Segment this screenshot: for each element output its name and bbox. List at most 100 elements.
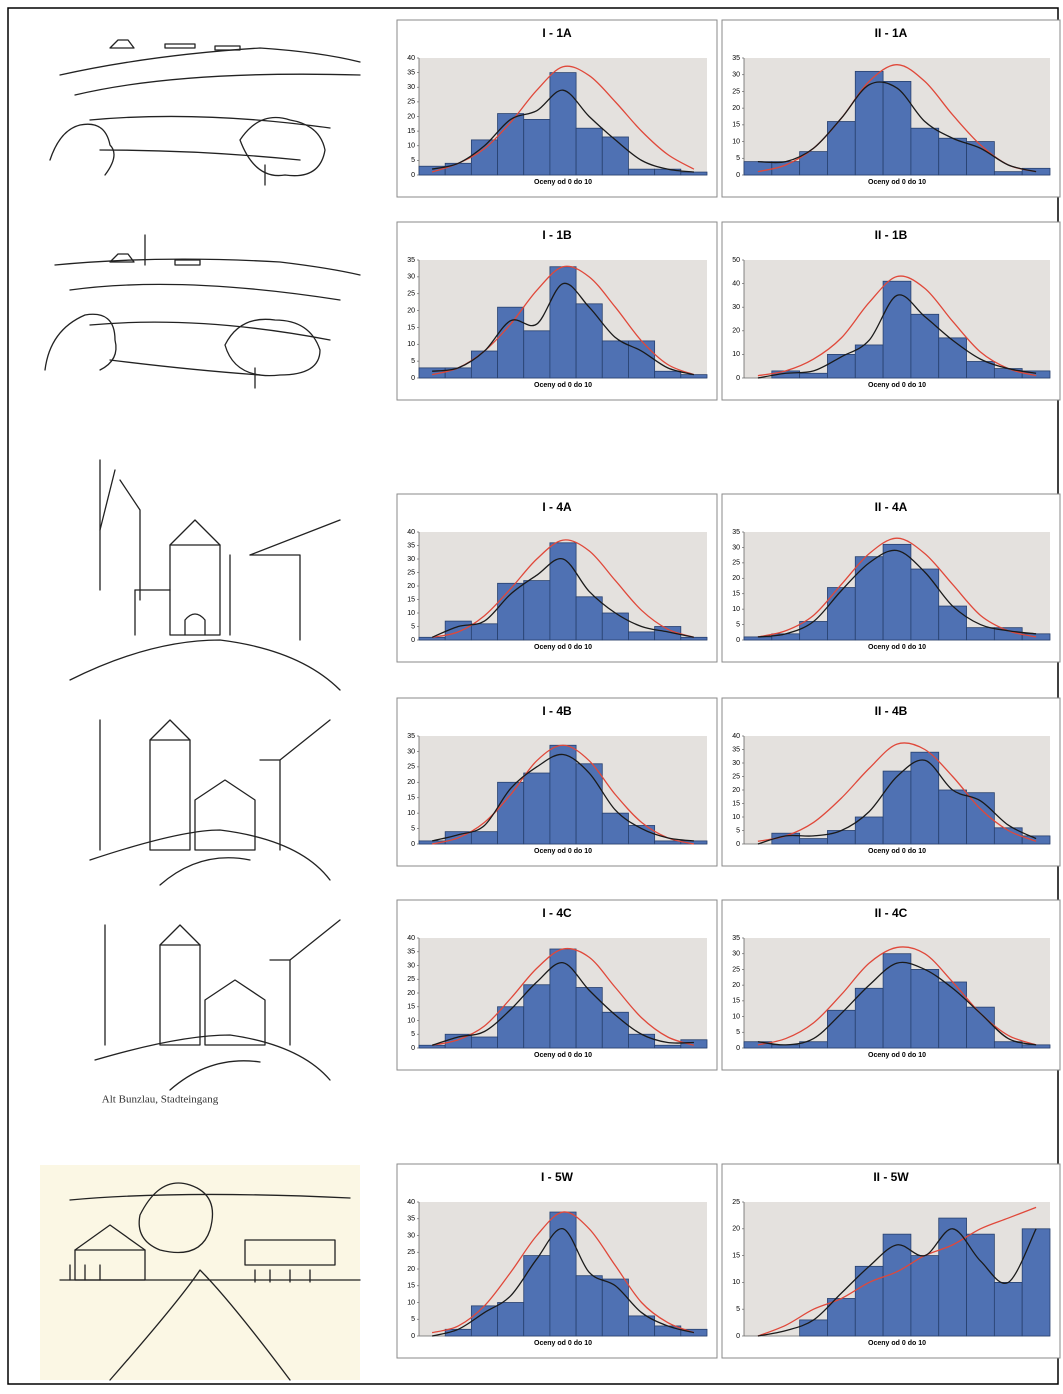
y-tick-label: 15 — [732, 122, 740, 129]
bar — [523, 1255, 551, 1337]
y-tick-label: 35 — [407, 257, 415, 264]
chart: II - 4A 0 5 10 15 20 25 30 35 Oceny od 0 do 10 — [721, 493, 1061, 663]
chart: I - 5W 0 5 10 15 20 25 30 35 40 Oceny od 0 do 10 — [396, 1163, 718, 1359]
x-axis-label: Oceny od 0 do 10 — [534, 179, 592, 186]
y-tick-label: 20 — [732, 328, 740, 335]
chart: I - 1B 0 5 10 15 20 25 30 35 Oceny od 0 do 10 — [396, 221, 718, 401]
bar — [523, 772, 551, 845]
bar — [601, 340, 629, 379]
chart-title: I - 1A — [542, 26, 572, 40]
bar — [575, 1275, 603, 1337]
chart-title: I - 5W — [541, 1170, 574, 1184]
chart: II - 1A 0 5 10 15 20 25 30 35 Oceny od 0 do 10 — [721, 19, 1061, 198]
curve — [757, 742, 1037, 842]
curve — [757, 275, 1037, 377]
y-tick-label: 10 — [407, 610, 415, 617]
y-tick-label: 5 — [736, 1029, 740, 1036]
y-tick-label: 30 — [407, 1232, 415, 1239]
bar — [938, 605, 967, 641]
y-tick-label: 0 — [411, 375, 415, 382]
bar — [882, 543, 912, 641]
y-tick-label: 15 — [407, 1283, 415, 1290]
bar — [680, 636, 708, 641]
y-tick-label: 20 — [407, 779, 415, 786]
y-tick-label: 35 — [732, 746, 740, 753]
y-tick-label: 25 — [407, 976, 415, 983]
bar — [799, 621, 828, 641]
y-tick-label: 15 — [407, 324, 415, 331]
bar — [827, 830, 856, 845]
y-tick-label: 20 — [732, 575, 740, 582]
y-tick-label: 15 — [732, 800, 740, 807]
sketch — [89, 719, 331, 886]
y-tick-label: 15 — [407, 1004, 415, 1011]
curve — [757, 81, 1037, 173]
bar — [910, 1255, 940, 1337]
curve — [431, 558, 695, 638]
y-tick-label: 20 — [407, 307, 415, 314]
bar — [601, 612, 629, 641]
x-axis-label: Oceny od 0 do 10 — [868, 848, 926, 855]
x-axis-label: Oceny od 0 do 10 — [534, 848, 592, 855]
bar — [628, 631, 656, 641]
bar — [882, 280, 912, 379]
y-tick-label: 10 — [732, 1013, 740, 1020]
bar — [654, 370, 682, 379]
y-tick-label: 40 — [732, 280, 740, 287]
chart: I - 4A 0 5 10 15 20 25 30 35 40 Oceny od 0 do 10 — [396, 493, 718, 663]
bar — [938, 789, 967, 845]
y-tick-label: 20 — [407, 583, 415, 590]
bar — [601, 136, 629, 176]
curve — [431, 65, 695, 173]
y-tick-label: 20 — [732, 1226, 740, 1233]
sketch — [44, 234, 361, 389]
bar — [882, 81, 912, 176]
y-tick-label: 35 — [407, 1216, 415, 1223]
y-tick-label: 30 — [732, 544, 740, 551]
bar — [938, 137, 967, 176]
bar — [743, 161, 773, 176]
y-tick-label: 20 — [732, 982, 740, 989]
y-tick-label: 5 — [736, 155, 740, 162]
sketch-lines — [59, 1182, 361, 1381]
y-tick-label: 35 — [407, 69, 415, 76]
y-tick-label: 40 — [732, 733, 740, 740]
bar — [575, 596, 603, 641]
bar — [854, 556, 884, 641]
y-tick-label: 25 — [407, 99, 415, 106]
y-tick-label: 35 — [407, 542, 415, 549]
bar — [497, 582, 525, 641]
y-tick-label: 20 — [732, 787, 740, 794]
bar — [497, 306, 525, 379]
x-axis-label: Oceny od 0 do 10 — [534, 382, 592, 389]
y-tick-label: 10 — [407, 341, 415, 348]
caption: Alt Bunzlau, Stadteingang — [102, 1094, 219, 1106]
bar — [680, 171, 708, 176]
y-tick-label: 0 — [411, 1045, 415, 1052]
y-tick-label: 10 — [407, 810, 415, 817]
y-tick-label: 30 — [407, 748, 415, 755]
curve — [431, 89, 694, 173]
bar — [827, 121, 856, 176]
y-tick-label: 0 — [411, 841, 415, 848]
y-tick-label: 5 — [736, 621, 740, 628]
chart: II - 4C 0 5 10 15 20 25 30 35 Oceny od 0 do 10 — [721, 899, 1061, 1071]
bar — [799, 838, 828, 845]
bar — [549, 744, 577, 845]
bar — [470, 1305, 498, 1337]
y-tick-label: 35 — [732, 529, 740, 536]
y-tick-label: 20 — [407, 990, 415, 997]
y-tick-label: 30 — [732, 760, 740, 767]
chart-title: II - 4B — [875, 704, 908, 718]
bar — [470, 1036, 498, 1049]
chart-title: II - 4C — [875, 906, 908, 920]
bar — [523, 330, 551, 379]
y-tick-label: 30 — [407, 84, 415, 91]
bar — [418, 636, 446, 641]
bar — [993, 171, 1023, 176]
y-tick-label: 10 — [732, 606, 740, 613]
curve — [431, 744, 695, 845]
bar — [549, 1211, 577, 1337]
sketch — [69, 459, 341, 691]
